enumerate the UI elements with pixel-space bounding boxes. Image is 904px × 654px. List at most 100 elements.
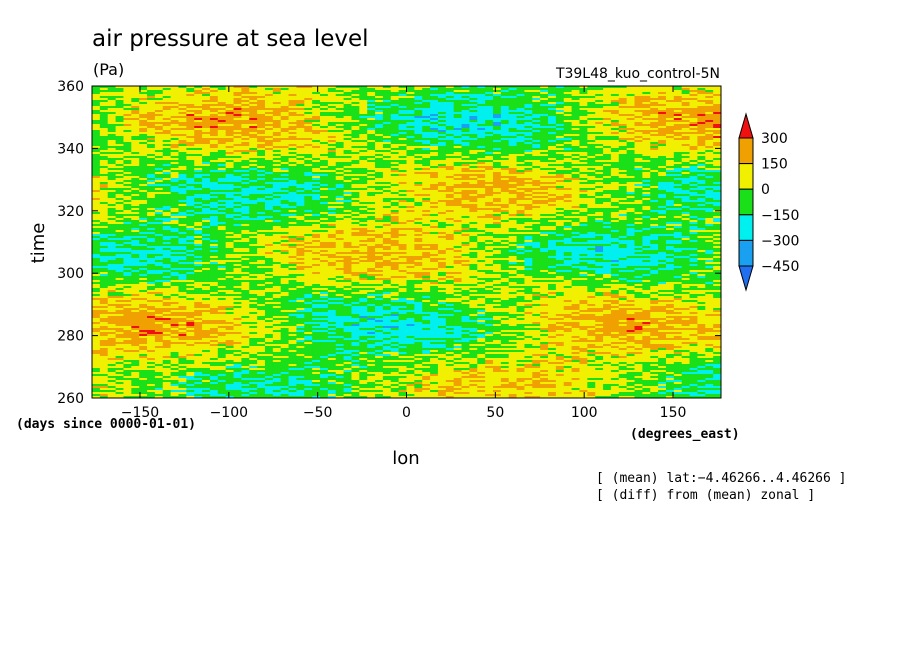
heatmap-cell	[665, 90, 675, 93]
heatmap-cell	[508, 124, 518, 127]
heatmap-cell	[626, 136, 636, 139]
heatmap-cell	[241, 104, 250, 107]
heatmap-cell	[186, 104, 195, 107]
heatmap-cell	[367, 122, 376, 125]
heatmap-cell	[257, 132, 266, 135]
heatmap-cell	[587, 130, 596, 133]
heatmap-cell	[650, 120, 659, 123]
heatmap-cell	[414, 112, 423, 115]
heatmap-row	[92, 140, 721, 143]
heatmap-cell	[288, 114, 298, 117]
heatmap-cell	[532, 170, 541, 173]
heatmap-cell	[555, 154, 565, 157]
heatmap-cell	[524, 138, 533, 141]
heatmap-cell	[673, 178, 683, 181]
heatmap-cell	[92, 124, 101, 127]
heatmap-cell	[272, 136, 282, 139]
heatmap-cell	[147, 156, 156, 159]
heatmap-cell	[178, 170, 187, 173]
heatmap-cell	[548, 168, 557, 171]
heatmap-cell	[430, 122, 439, 125]
heatmap-cell	[634, 86, 643, 89]
heatmap-cell	[123, 148, 132, 151]
heatmap-cell	[697, 140, 706, 143]
heatmap-cell	[320, 164, 329, 167]
heatmap-cell	[304, 102, 313, 105]
heatmap-cell	[658, 152, 667, 155]
heatmap-cell	[178, 86, 187, 89]
heatmap-cell	[92, 100, 101, 103]
heatmap-cell	[540, 96, 549, 99]
heatmap-cell	[642, 134, 651, 137]
heatmap-cell	[280, 104, 290, 107]
heatmap-cell	[170, 158, 180, 161]
heatmap-cell	[107, 170, 117, 173]
heatmap-cell	[437, 100, 447, 103]
heatmap-cell	[296, 126, 305, 129]
heatmap-cell	[508, 112, 518, 115]
heatmap-cell	[485, 144, 494, 147]
heatmap-cell	[650, 174, 659, 177]
heatmap-cell	[382, 98, 392, 101]
heatmap-cell	[131, 156, 140, 159]
heatmap-cell	[375, 142, 384, 145]
heatmap-cell	[697, 134, 706, 137]
heatmap-cell	[626, 146, 636, 149]
heatmap-cell	[162, 134, 172, 137]
heatmap-cell	[485, 96, 494, 99]
heatmap-cell	[689, 116, 699, 119]
heatmap-cell	[492, 178, 502, 181]
heatmap-cell	[461, 92, 470, 95]
heatmap-cell	[257, 90, 266, 93]
heatmap-cell	[264, 130, 274, 133]
heatmap-cell	[398, 114, 408, 117]
heatmap-cell	[492, 160, 502, 163]
heatmap-cell	[398, 134, 408, 137]
heatmap-cell	[658, 138, 667, 141]
heatmap-cell	[548, 158, 557, 161]
heatmap-cell	[194, 170, 203, 173]
heatmap-cell	[650, 98, 659, 101]
heatmap-cell	[437, 102, 447, 105]
heatmap-cell	[524, 176, 533, 179]
heatmap-cell	[257, 116, 266, 119]
heatmap-cell	[217, 134, 227, 137]
heatmap-cell	[288, 112, 298, 115]
heatmap-cell	[327, 132, 337, 135]
heatmap-cell	[162, 162, 172, 165]
heatmap-cell	[288, 154, 298, 157]
heatmap-cell	[461, 90, 470, 93]
heatmap-cell	[170, 104, 180, 107]
heatmap-cell	[288, 130, 298, 133]
heatmap-cell	[492, 142, 502, 145]
heatmap-cell	[272, 170, 282, 173]
heatmap-cell	[437, 98, 447, 101]
heatmap-cell	[257, 112, 266, 115]
heatmap-cell	[485, 146, 494, 149]
heatmap-cell	[453, 162, 463, 165]
heatmap-cell	[202, 120, 211, 123]
heatmap-cell	[320, 154, 329, 157]
heatmap-cell	[705, 126, 714, 129]
heatmap-cell	[209, 146, 219, 149]
heatmap-cell	[642, 156, 651, 159]
heatmap-cell	[217, 116, 227, 119]
heatmap-cell	[665, 138, 675, 141]
heatmap-cell	[351, 136, 360, 139]
heatmap-cell	[375, 132, 384, 135]
heatmap-cell	[225, 118, 235, 121]
heatmap-cell	[272, 150, 282, 153]
heatmap-cell	[461, 124, 470, 127]
heatmap-cell	[610, 114, 620, 117]
heatmap-cell	[202, 142, 211, 145]
heatmap-cell	[445, 156, 455, 159]
heatmap-cell	[437, 92, 447, 95]
heatmap-cell	[335, 172, 345, 175]
heatmap-cell	[437, 164, 447, 167]
heatmap-cell	[139, 178, 148, 181]
heatmap-cell	[650, 144, 659, 147]
heatmap-cell	[626, 126, 636, 129]
heatmap-cell	[92, 122, 101, 125]
heatmap-cell	[202, 164, 211, 167]
heatmap-cell	[650, 94, 659, 97]
